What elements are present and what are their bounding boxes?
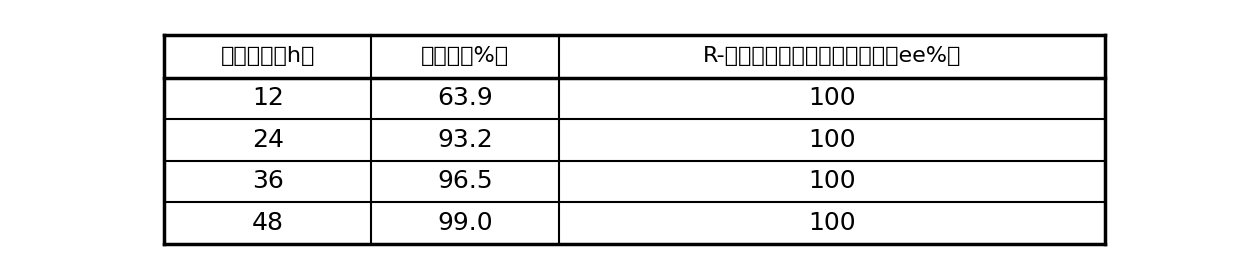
Text: R-扁桃酸乙酯的对映体过剩值（ee%）: R-扁桃酸乙酯的对映体过剩值（ee%）: [703, 46, 961, 67]
Text: 99.0: 99.0: [437, 211, 493, 235]
Text: 63.9: 63.9: [437, 86, 493, 110]
Text: 96.5: 96.5: [437, 169, 493, 193]
Text: 转化率（%）: 转化率（%）: [421, 46, 509, 67]
Text: 100: 100: [808, 211, 855, 235]
Text: 36: 36: [251, 169, 284, 193]
Text: 12: 12: [251, 86, 284, 110]
Text: 转化时间（h）: 转化时间（h）: [220, 46, 314, 67]
Text: 93.2: 93.2: [437, 128, 493, 152]
Text: 100: 100: [808, 169, 855, 193]
Text: 48: 48: [251, 211, 284, 235]
Text: 100: 100: [808, 128, 855, 152]
Text: 100: 100: [808, 86, 855, 110]
Text: 24: 24: [251, 128, 284, 152]
